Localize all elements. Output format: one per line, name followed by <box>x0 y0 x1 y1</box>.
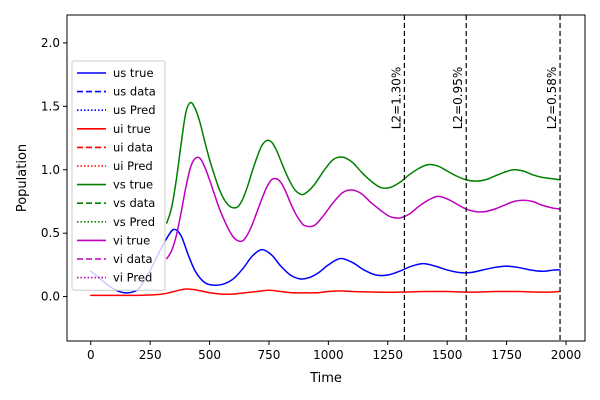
legend-label-ui-true: ui true <box>113 122 151 136</box>
y-axis-label: Population <box>15 144 30 212</box>
y-tick-label: 1.0 <box>41 163 60 177</box>
vline-label: L2=0.58% <box>545 67 559 130</box>
legend-label-us-pred: us Pred <box>113 103 156 117</box>
x-tick-label: 250 <box>139 348 162 362</box>
series-line-vi-true <box>166 156 561 260</box>
vline-label: L2=0.95% <box>451 67 465 130</box>
y-tick-label: 1.5 <box>41 99 60 113</box>
y-tick-label: 2.0 <box>41 36 60 50</box>
legend-label-us-true: us true <box>113 66 154 80</box>
x-axis: 0 250 500 750 1000 1250 1500 1750 2000 <box>87 341 581 362</box>
x-tick-label: 1500 <box>432 348 463 362</box>
legend-label-vs-data: vs data <box>113 196 155 210</box>
vline-label: L2=1.30% <box>389 67 403 130</box>
x-tick-label: 1250 <box>373 348 404 362</box>
legend-box <box>71 60 166 291</box>
legend-label-vs-pred: vs Pred <box>113 215 155 229</box>
x-tick-label: 1000 <box>313 348 344 362</box>
y-tick-label: 0.5 <box>41 226 60 240</box>
legend-label-vi-pred: vi Pred <box>113 271 152 285</box>
x-tick-label: 500 <box>198 348 221 362</box>
y-tick-label: 0.0 <box>41 290 60 304</box>
legend-label-ui-data: ui data <box>113 140 153 154</box>
legend-label-vi-data: vi data <box>113 252 153 266</box>
x-axis-label: Time <box>309 371 342 386</box>
y-axis: 0.0 0.5 1.0 1.5 2.0 <box>41 36 67 304</box>
x-tick-label: 1750 <box>491 348 522 362</box>
legend-label-vi-true: vi true <box>113 233 150 247</box>
legend: us true us data us Pred ui true ui data ui Pr… <box>71 60 166 291</box>
x-tick-label: 750 <box>258 348 281 362</box>
vertical-markers: L2=1.30% L2=0.95% L2=0.58% <box>389 15 561 341</box>
legend-label-ui-pred: ui Pred <box>113 159 153 173</box>
x-tick-label: 0 <box>87 348 95 362</box>
series-line-ui-true <box>90 288 561 297</box>
legend-label-us-data: us data <box>113 85 156 99</box>
legend-label-vs-true: vs true <box>113 178 153 192</box>
x-tick-label: 2000 <box>551 348 582 362</box>
plot-frame <box>66 14 586 342</box>
series-line-vs-true <box>166 101 561 224</box>
